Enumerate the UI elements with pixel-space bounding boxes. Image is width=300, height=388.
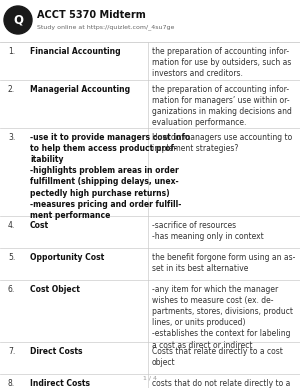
- Text: Financial Accounting: Financial Accounting: [30, 47, 121, 56]
- Text: costs that do not relate directly to a
cost object: costs that do not relate directly to a c…: [152, 379, 290, 388]
- Text: -use it to provide managers cost info
to help them access product prof-
itabilit: -use it to provide managers cost info to…: [30, 133, 190, 220]
- Text: 3.: 3.: [8, 133, 15, 142]
- Text: Managerial Accounting: Managerial Accounting: [30, 85, 130, 94]
- Text: 7.: 7.: [8, 347, 15, 356]
- Text: -any item for which the manager
wishes to measure cost (ex. de-
partments, store: -any item for which the manager wishes t…: [152, 285, 293, 350]
- Text: ACCT 5370 Midterm: ACCT 5370 Midterm: [37, 10, 146, 20]
- Text: Cost Object: Cost Object: [30, 285, 80, 294]
- Text: Opportunity Cost: Opportunity Cost: [30, 253, 104, 262]
- Text: 1 / 4: 1 / 4: [143, 376, 157, 381]
- Text: 4.: 4.: [8, 221, 15, 230]
- Text: -sacrifice of resources
-has meaning only in context: -sacrifice of resources -has meaning onl…: [152, 221, 264, 241]
- Text: Indirect Costs: Indirect Costs: [30, 379, 90, 388]
- Text: 8.: 8.: [8, 379, 15, 388]
- Text: the preparation of accounting infor-
mation for use by outsiders, such as
invest: the preparation of accounting infor- mat…: [152, 47, 291, 78]
- Text: How do managers use accounting to
implement strategies?: How do managers use accounting to implem…: [152, 133, 292, 153]
- Text: 1.: 1.: [8, 47, 15, 56]
- Text: Q: Q: [13, 14, 23, 26]
- Text: the benefit forgone form using an as-
set in its best alternative: the benefit forgone form using an as- se…: [152, 253, 296, 273]
- Text: Cost: Cost: [30, 221, 49, 230]
- Text: Direct Costs: Direct Costs: [30, 347, 82, 356]
- Text: 5.: 5.: [8, 253, 15, 262]
- Text: Costs that relate directly to a cost
object: Costs that relate directly to a cost obj…: [152, 347, 283, 367]
- Circle shape: [4, 6, 32, 34]
- Text: 6.: 6.: [8, 285, 15, 294]
- Text: 2.: 2.: [8, 85, 15, 94]
- Text: Study online at https://quizlet.com/_4su7ge: Study online at https://quizlet.com/_4su…: [37, 24, 174, 30]
- Text: the preparation of accounting infor-
mation for managers’ use within or-
ganizat: the preparation of accounting infor- mat…: [152, 85, 292, 127]
